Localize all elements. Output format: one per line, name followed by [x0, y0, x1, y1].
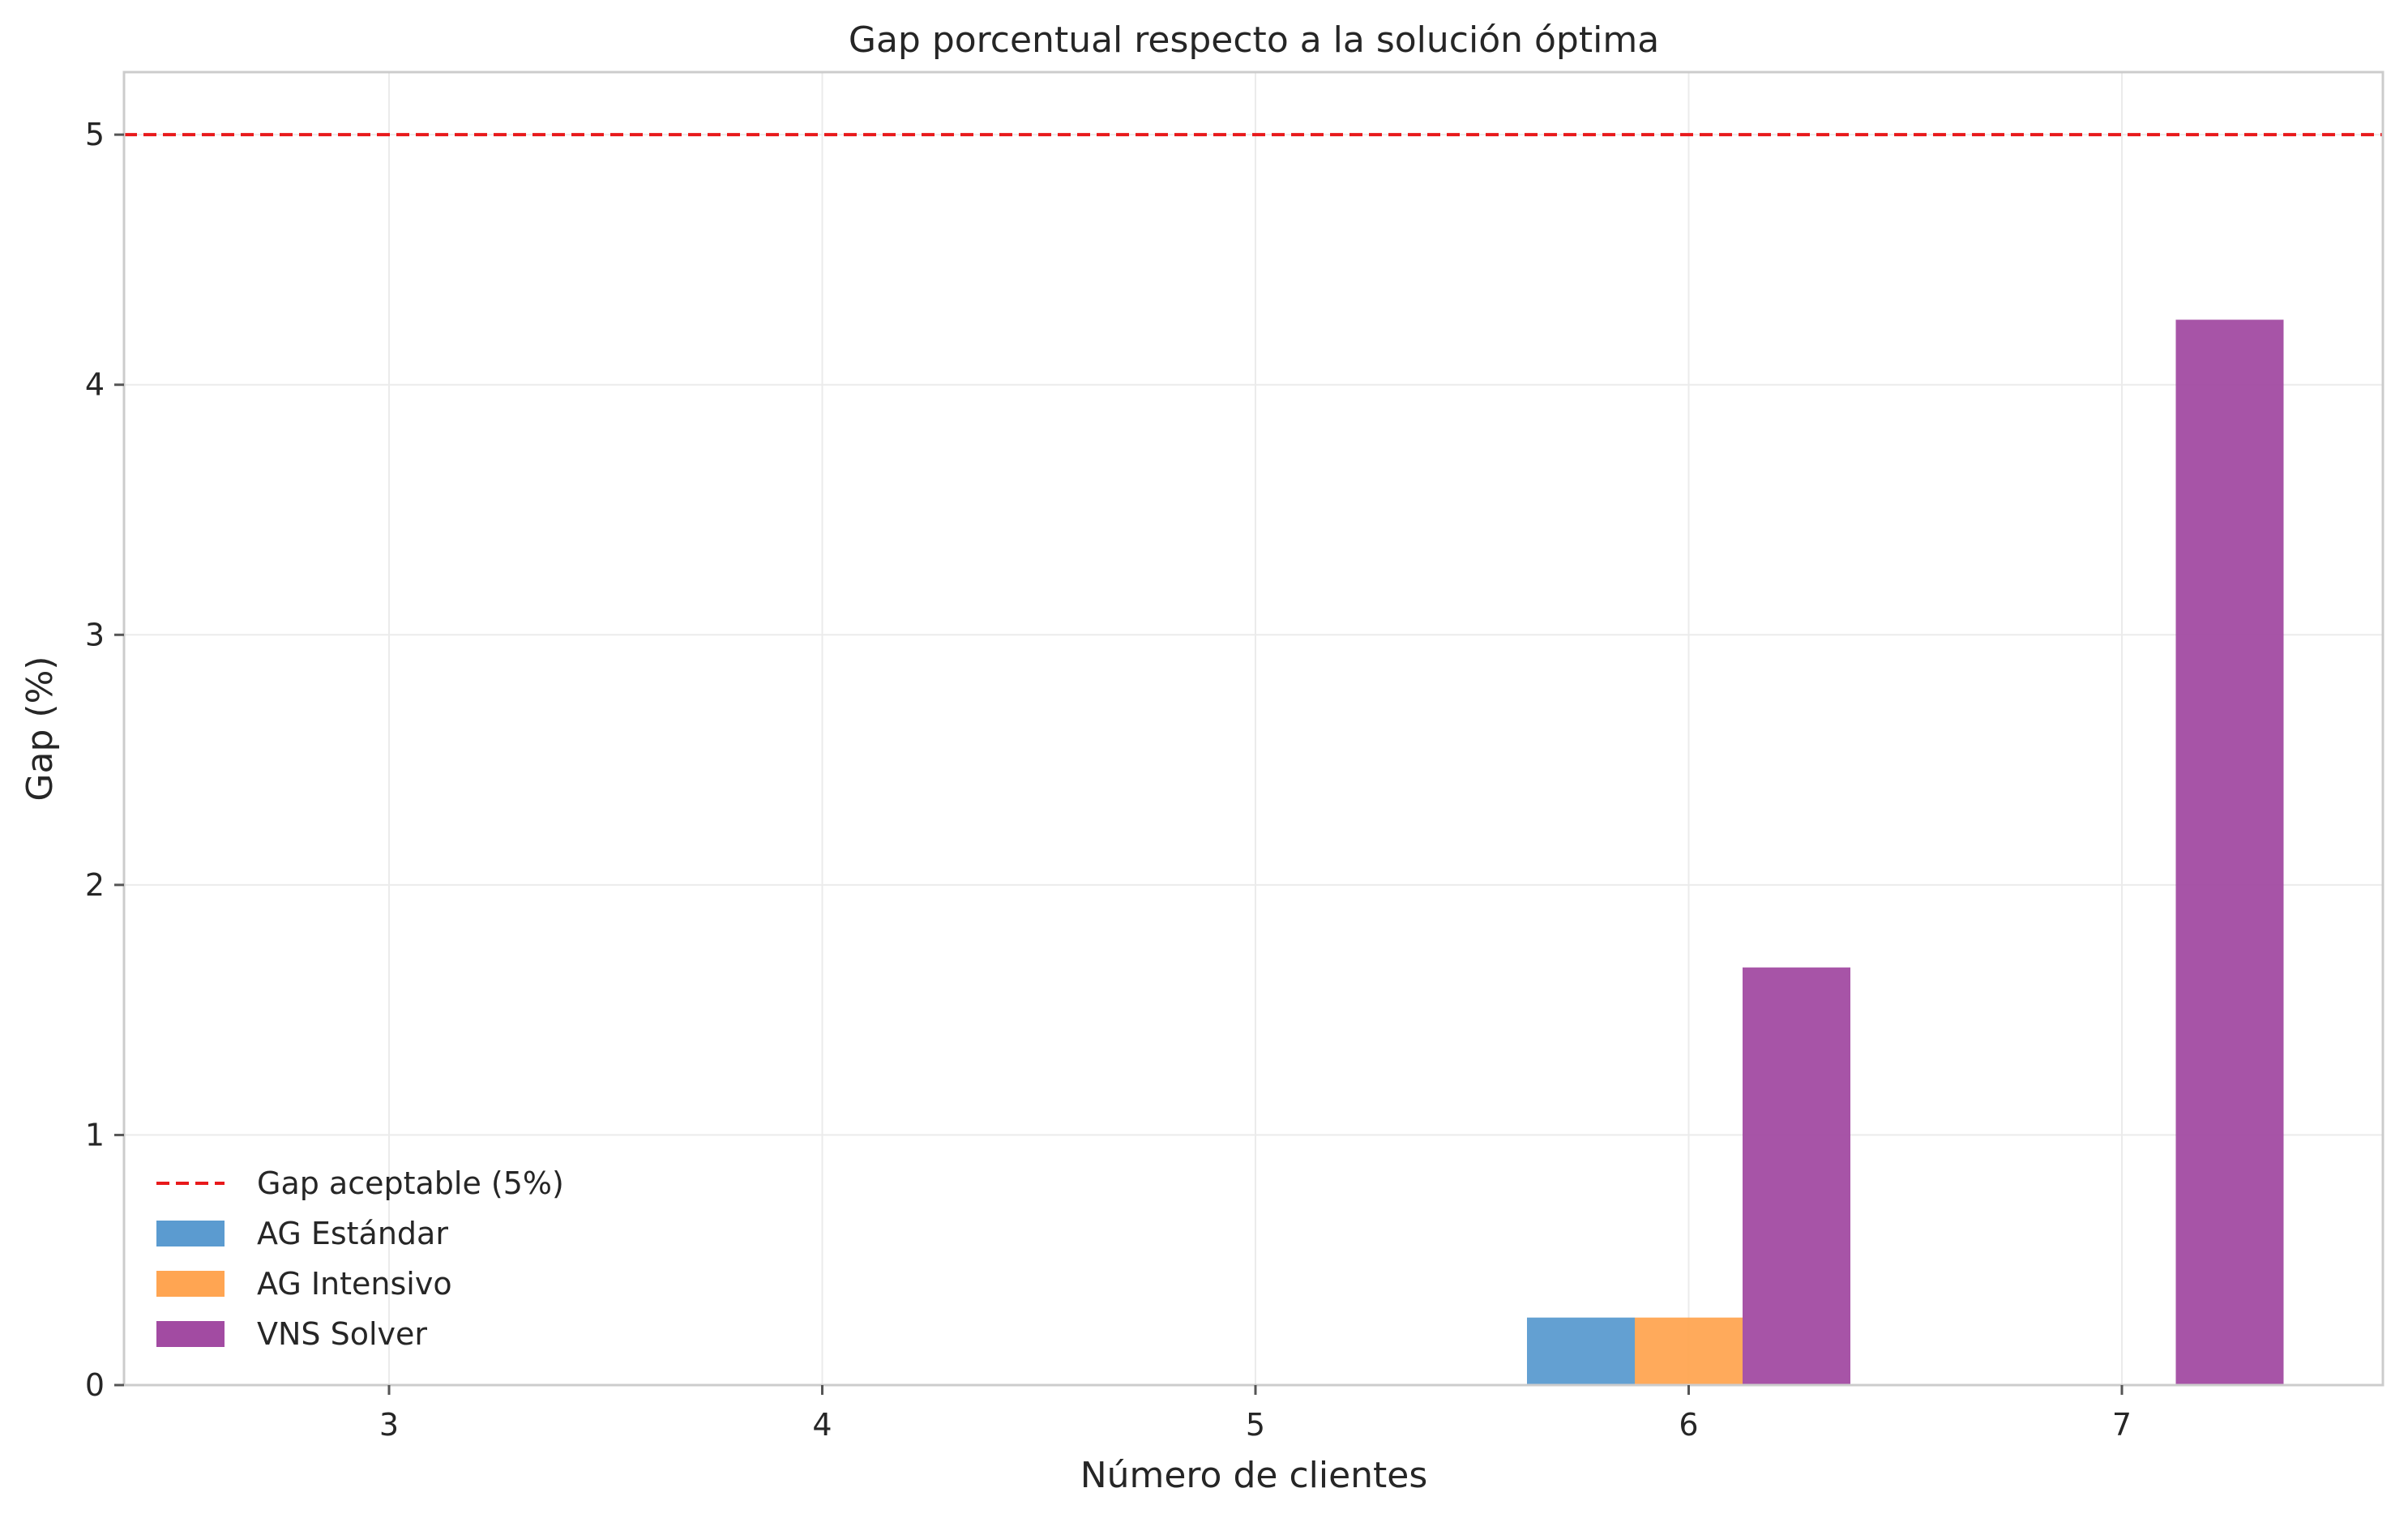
legend-label-vns-solver: VNS Solver [257, 1316, 427, 1352]
legend-label-gap-aceptable-5: Gap aceptable (5%) [257, 1165, 564, 1201]
y-tick-label-3: 3 [85, 617, 105, 652]
y-tick-label-1: 1 [85, 1117, 105, 1152]
x-tick-label-0: 3 [379, 1407, 399, 1443]
bar-ag-est-ndar-6 [1527, 1317, 1635, 1385]
y-tick-label-4: 4 [85, 367, 105, 403]
chart-title: Gap porcentual respecto a la solución óp… [849, 19, 1659, 61]
legend: Gap aceptable (5%) AG Estándar AG Intensiv… [156, 1165, 564, 1352]
plot-frame [122, 71, 2384, 1387]
bar-vns-solver-7 [2175, 319, 2284, 1385]
bar-ag-intensivo-6 [1635, 1317, 1743, 1385]
y-tick-label-5: 5 [85, 117, 105, 152]
legend-swatch-vns-solver [156, 1321, 225, 1347]
legend-swatch-ag-intensivo [156, 1271, 225, 1297]
bars [1527, 319, 2284, 1385]
y-tick-label-2: 2 [85, 867, 105, 903]
axis-ticks: 0 1 2 3 4 5 3 4 5 6 7 [85, 117, 2132, 1443]
legend-label-ag-intensivo: AG Intensivo [257, 1266, 452, 1302]
grid-lines [124, 72, 2383, 1386]
x-tick-label-4: 7 [2112, 1407, 2132, 1443]
x-tick-label-2: 5 [1246, 1407, 1265, 1443]
legend-label-ag-est-ndar: AG Estándar [257, 1216, 448, 1251]
x-tick-label-1: 4 [812, 1407, 832, 1443]
y-tick-label-0: 0 [85, 1367, 105, 1403]
x-axis-label: Número de clientes [1080, 1455, 1428, 1496]
legend-swatch-ag-est-ndar [156, 1221, 225, 1246]
bar-vns-solver-6 [1743, 967, 1850, 1385]
x-tick-label-3: 6 [1679, 1407, 1698, 1443]
y-axis-label: Gap (%) [19, 656, 61, 801]
